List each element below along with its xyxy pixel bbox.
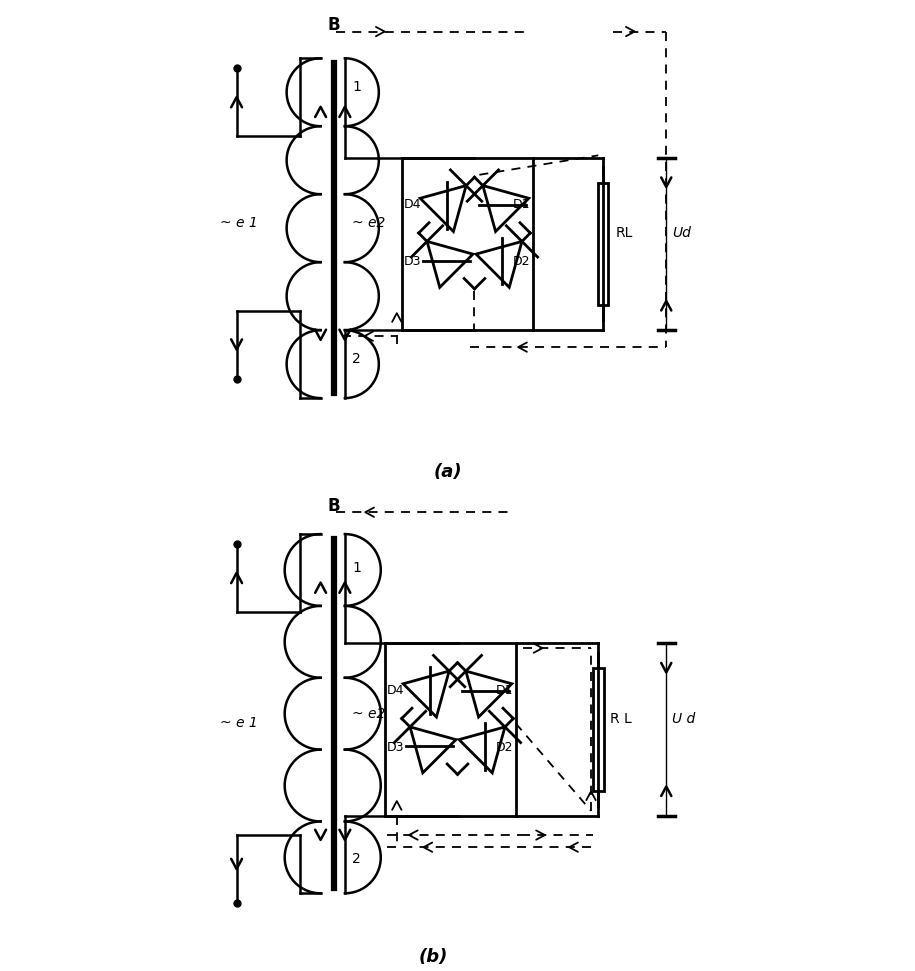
Text: D4: D4	[387, 684, 404, 696]
Polygon shape	[404, 671, 449, 717]
Polygon shape	[427, 242, 473, 287]
Text: D3: D3	[387, 741, 404, 753]
Text: ~ e 1: ~ e 1	[220, 717, 257, 730]
Text: B: B	[328, 16, 340, 34]
Text: D4: D4	[404, 198, 421, 211]
Text: ~ e 1: ~ e 1	[220, 217, 257, 230]
Text: (a): (a)	[434, 462, 462, 481]
Text: ~ e2: ~ e2	[352, 217, 385, 230]
Polygon shape	[420, 185, 466, 231]
Text: RL: RL	[615, 226, 632, 240]
Polygon shape	[410, 727, 456, 773]
Text: 2: 2	[352, 352, 361, 366]
Polygon shape	[476, 242, 522, 287]
Polygon shape	[466, 671, 511, 717]
Text: D1: D1	[496, 684, 513, 696]
Polygon shape	[459, 727, 505, 773]
Bar	[597, 183, 608, 305]
Text: R L: R L	[610, 712, 632, 725]
Text: 2: 2	[352, 853, 361, 866]
Text: D1: D1	[513, 198, 531, 211]
Text: Ud: Ud	[673, 226, 691, 240]
Text: ~ e2: ~ e2	[352, 707, 385, 720]
Bar	[593, 668, 604, 790]
Text: D2: D2	[513, 255, 531, 268]
Text: 1: 1	[352, 81, 361, 94]
Text: 1: 1	[352, 561, 361, 575]
Text: D3: D3	[404, 255, 421, 268]
Text: B: B	[328, 496, 340, 515]
Text: U d: U d	[673, 712, 695, 725]
Polygon shape	[483, 185, 529, 231]
Text: D2: D2	[496, 741, 513, 753]
Text: (b): (b)	[418, 948, 448, 966]
